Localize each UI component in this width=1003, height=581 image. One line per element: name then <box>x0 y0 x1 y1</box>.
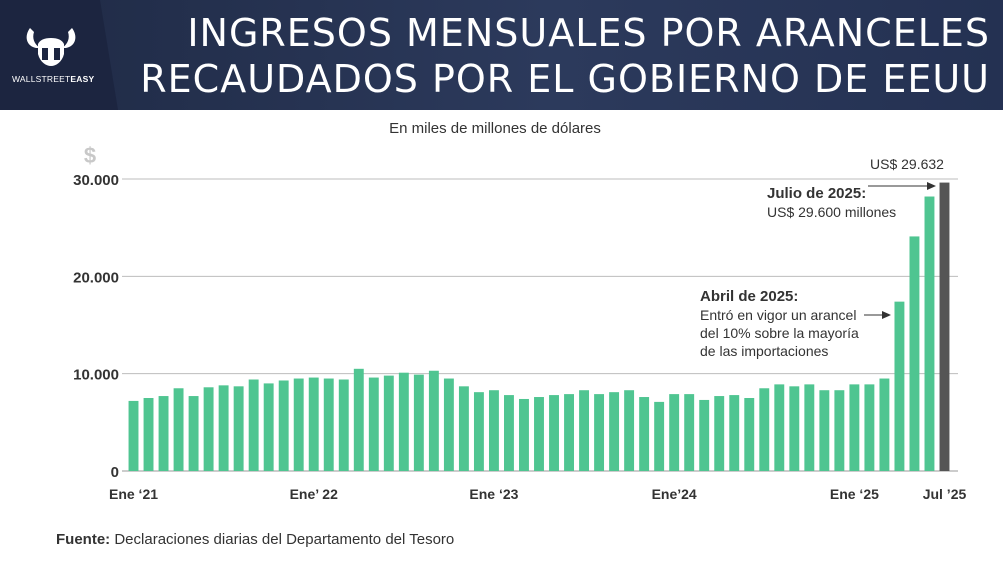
april-arrow-head <box>882 311 891 319</box>
y-axis-label: $ <box>84 143 96 168</box>
y-tick-label: 10.000 <box>73 367 119 384</box>
bar <box>218 385 229 471</box>
bar <box>909 236 920 471</box>
april-annotation-line: del 10% sobre la mayoría <box>700 325 859 341</box>
bar <box>639 397 650 471</box>
bar <box>564 394 574 471</box>
bar <box>293 378 304 471</box>
header-banner: WALLSTREETEASY INGRESOS MENSUALES POR AR… <box>0 0 1003 110</box>
bar <box>128 400 139 471</box>
bar <box>819 390 830 471</box>
y-axis-ticks: 0 10.000 20.000 30.000 $ <box>73 143 119 481</box>
page-title: INGRESOS MENSUALES POR ARANCELES RECAUDA… <box>130 10 990 102</box>
x-tick-label: Ene’ 22 <box>290 486 338 502</box>
x-axis-ticks: Ene ‘21 Ene’ 22 Ene ‘23 Ene’24 Ene ‘25 Jul ’2… <box>109 486 966 502</box>
source-text: Declaraciones diarias del Departamento d… <box>114 531 455 548</box>
bar <box>488 390 499 471</box>
bar <box>834 390 845 471</box>
x-tick-label: Jul ’25 <box>923 486 967 502</box>
bar <box>458 386 469 471</box>
bars <box>128 182 950 472</box>
bar <box>368 377 379 471</box>
bar <box>609 392 620 471</box>
source-note: Fuente: Declaraciones diarias del Depart… <box>56 531 454 548</box>
bar <box>534 397 544 471</box>
bar <box>849 384 860 471</box>
july-annotation-title: Julio de 2025: <box>767 185 866 202</box>
bar <box>233 386 244 471</box>
x-tick-label: Ene’24 <box>652 486 697 502</box>
bar <box>579 390 590 471</box>
april-annotation-line: de las importaciones <box>700 343 828 359</box>
bar <box>594 394 605 471</box>
bar <box>669 394 680 471</box>
x-tick-label: Ene ‘21 <box>109 486 158 502</box>
bar <box>398 372 409 471</box>
bar <box>939 182 950 472</box>
bar <box>443 378 454 471</box>
july-arrow-head <box>927 182 936 190</box>
bar <box>789 386 800 471</box>
bar <box>338 379 349 471</box>
x-tick-label: Ene ‘23 <box>469 486 518 502</box>
bar <box>894 301 905 471</box>
peak-value-label: US$ 29.632 <box>870 156 944 172</box>
bar <box>278 380 289 471</box>
bar <box>173 388 184 471</box>
y-tick-label: 30.000 <box>73 172 119 189</box>
bar <box>714 396 725 471</box>
source-label: Fuente: <box>56 531 111 548</box>
bar <box>263 383 274 471</box>
bar <box>473 392 484 471</box>
title-line-2: RECAUDADOS POR EL GOBIERNO DE EEUU <box>140 57 990 101</box>
title-line-1: INGRESOS MENSUALES POR ARANCELES <box>187 11 990 55</box>
bar <box>654 401 665 471</box>
chart-subtitle: En miles de millones de dólares <box>389 120 601 137</box>
y-tick-label: 0 <box>111 464 119 481</box>
bar <box>353 368 364 471</box>
bar <box>504 395 514 471</box>
bar <box>188 396 199 471</box>
bar <box>383 375 394 471</box>
x-tick-label: Ene ‘25 <box>830 486 879 502</box>
bar <box>744 398 755 471</box>
bar <box>549 395 559 471</box>
bar <box>774 384 785 471</box>
bull-logo-icon <box>26 28 76 66</box>
bar <box>143 398 154 471</box>
bar <box>308 377 319 471</box>
bar <box>323 378 334 471</box>
bar <box>684 394 695 471</box>
bar <box>879 378 890 471</box>
bar <box>924 196 935 471</box>
july-annotation-line: US$ 29.600 millones <box>767 204 896 220</box>
bar <box>158 396 169 471</box>
april-annotation-title: Abril de 2025: <box>700 288 798 305</box>
logo-wordmark: WALLSTREETEASY <box>12 74 95 84</box>
bar <box>759 388 770 471</box>
y-tick-label: 20.000 <box>73 269 119 286</box>
bar <box>428 370 439 471</box>
bar <box>624 390 635 471</box>
bar <box>203 387 214 471</box>
bar <box>248 379 259 471</box>
april-annotation-line: Entró en vigor un arancel <box>700 307 856 323</box>
bar <box>519 398 529 471</box>
bar <box>729 395 740 471</box>
bar <box>413 374 424 471</box>
bar <box>804 384 815 471</box>
logo-panel: WALLSTREETEASY <box>0 0 118 110</box>
bar <box>699 399 710 471</box>
bar <box>864 384 875 471</box>
